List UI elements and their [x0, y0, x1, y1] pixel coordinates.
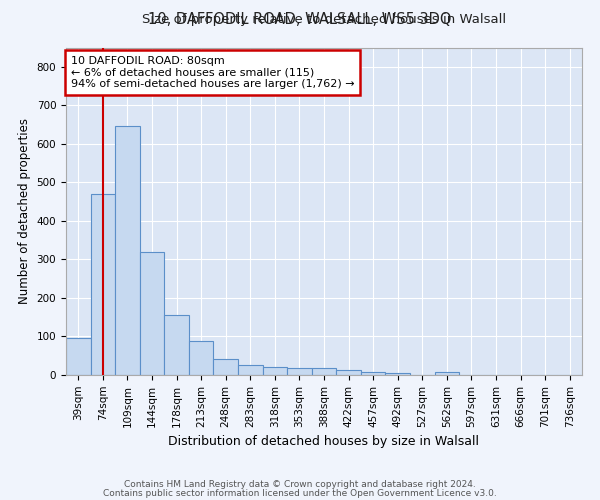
Bar	[189, 341, 214, 375]
X-axis label: Distribution of detached houses by size in Walsall: Distribution of detached houses by size …	[169, 435, 479, 448]
Bar	[115, 126, 140, 375]
Bar	[164, 316, 189, 375]
Bar	[287, 368, 312, 375]
Text: Contains HM Land Registry data © Crown copyright and database right 2024.: Contains HM Land Registry data © Crown c…	[124, 480, 476, 489]
Bar	[361, 372, 385, 375]
Bar	[140, 252, 164, 375]
Bar	[312, 368, 336, 375]
Bar	[385, 373, 410, 375]
Bar	[434, 372, 459, 375]
Bar	[238, 366, 263, 375]
Bar	[214, 359, 238, 375]
Bar	[263, 368, 287, 375]
Bar	[66, 338, 91, 375]
Bar	[336, 370, 361, 375]
Text: 10 DAFFODIL ROAD: 80sqm
← 6% of detached houses are smaller (115)
94% of semi-de: 10 DAFFODIL ROAD: 80sqm ← 6% of detached…	[71, 56, 355, 89]
Bar	[91, 194, 115, 375]
Text: 10, DAFFODIL ROAD, WALSALL, WS5 3DQ: 10, DAFFODIL ROAD, WALSALL, WS5 3DQ	[148, 12, 452, 28]
Text: Contains public sector information licensed under the Open Government Licence v3: Contains public sector information licen…	[103, 488, 497, 498]
Title: Size of property relative to detached houses in Walsall: Size of property relative to detached ho…	[142, 12, 506, 26]
Y-axis label: Number of detached properties: Number of detached properties	[18, 118, 31, 304]
